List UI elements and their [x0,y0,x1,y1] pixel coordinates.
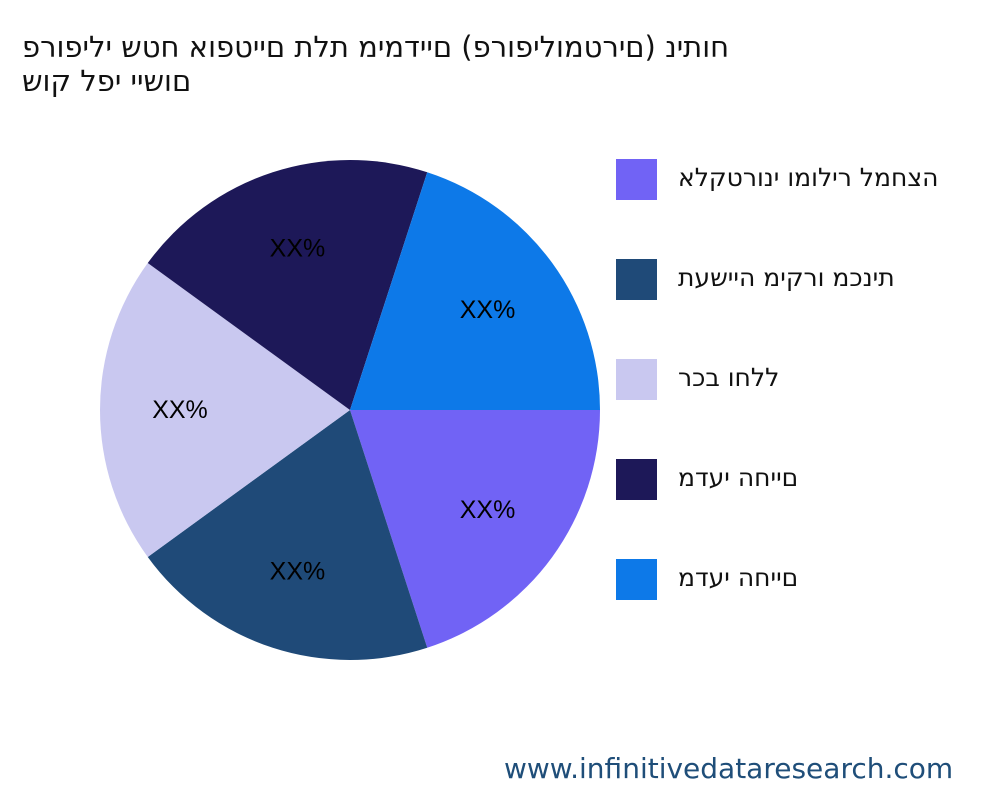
legend-label: ללחו בכר [678,363,780,392]
pie-slice [147,410,428,660]
slice-data-label: XX% [270,558,326,586]
legend-swatch [616,259,657,300]
legend-item: ללחו בכר [616,359,1000,401]
legend-item: תינכמ ורקימ היישעת [616,259,1000,301]
slice-data-label: XX% [460,296,516,324]
slice-data-label: XX% [270,234,326,262]
legend-item: םייחה יעדמ [616,559,1000,601]
chart-title: חותינ (םירטמוליפורפ) םיידמימ תלת םייטפוא… [22,30,982,98]
legend-swatch [616,559,657,600]
legend-label: םייחה יעדמ [678,563,799,592]
pie-slice [350,172,600,410]
pie-slice [147,160,428,410]
chart-title-line-2: םושיי יפל קוש [22,64,192,98]
chart-legend: הצחמל רילומו ינורטקלא תינכמ ורקימ היישעת… [616,159,1000,659]
chart-title-line-1: חותינ (םירטמוליפורפ) םיידמימ תלת םייטפוא… [22,30,730,64]
pie-slice [100,263,350,557]
legend-item: הצחמל רילומו ינורטקלא [616,159,1000,201]
pie-chart: XX% XX% XX% XX% XX% [100,160,600,660]
legend-swatch [616,459,657,500]
pie-slice [350,410,600,648]
legend-item: םייחה יעדמ [616,459,1000,501]
slice-data-label: XX% [152,396,208,424]
legend-label: הצחמל רילומו ינורטקלא [678,163,939,192]
legend-swatch [616,359,657,400]
legend-label: םייחה יעדמ [678,463,799,492]
legend-label: תינכמ ורקימ היישעת [678,263,895,292]
source-url: www.infinitivedataresearch.com [504,752,954,785]
slice-data-label: XX% [460,496,516,524]
legend-swatch [616,159,657,200]
